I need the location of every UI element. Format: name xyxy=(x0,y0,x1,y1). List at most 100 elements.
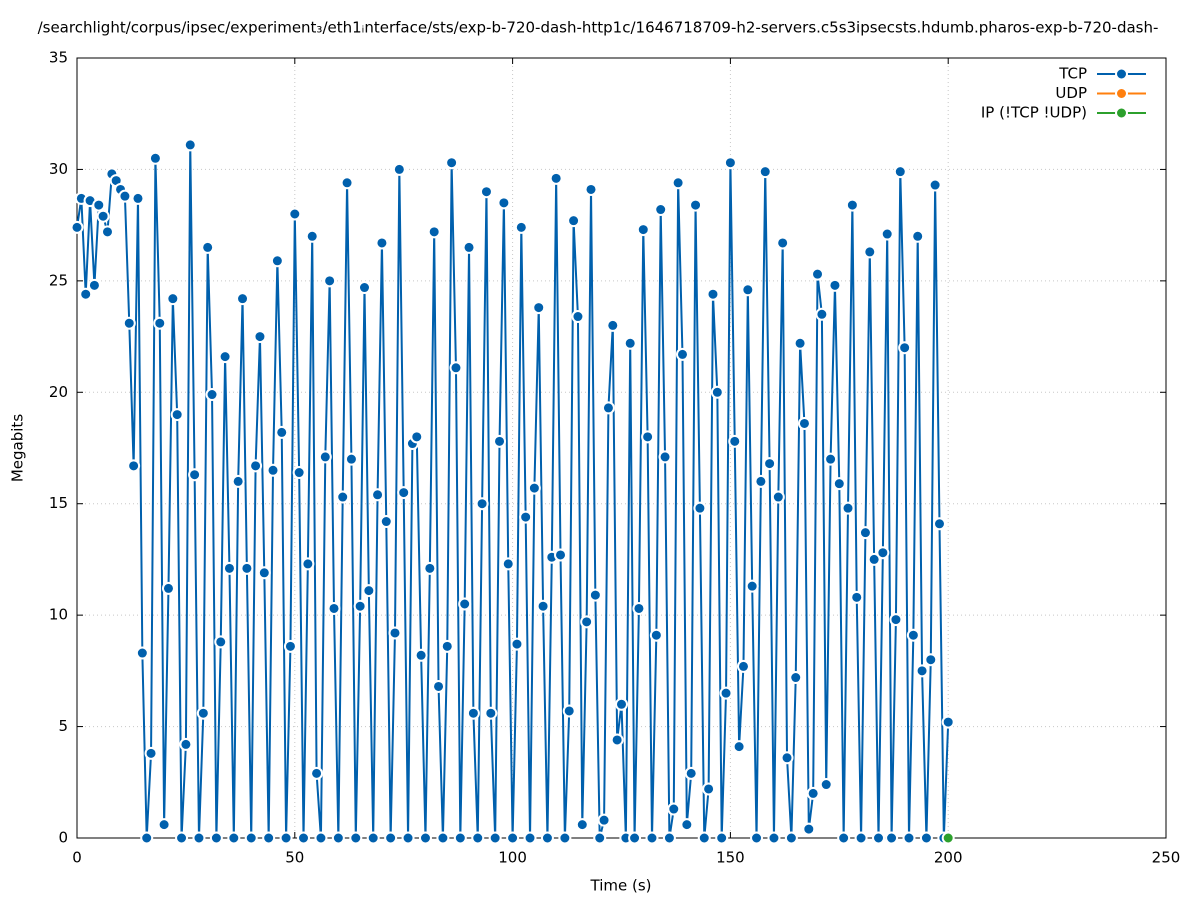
data-point xyxy=(932,517,946,531)
data-point xyxy=(140,831,154,845)
data-point xyxy=(824,452,838,466)
data-point xyxy=(789,671,803,685)
data-point xyxy=(440,639,454,653)
data-point xyxy=(802,822,816,836)
y-tick-label: 10 xyxy=(49,606,68,624)
data-point xyxy=(379,515,393,529)
data-point xyxy=(793,336,807,350)
data-point xyxy=(192,831,206,845)
data-point xyxy=(606,318,620,332)
data-point xyxy=(297,831,311,845)
data-point xyxy=(780,751,794,765)
x-tick-label: 150 xyxy=(716,849,745,867)
data-point xyxy=(493,434,507,448)
data-point xyxy=(501,557,515,571)
data-point xyxy=(837,831,851,845)
data-point xyxy=(445,156,459,170)
legend-label: TCP xyxy=(1058,65,1087,83)
legend-label: UDP xyxy=(1055,84,1087,102)
data-point xyxy=(584,182,598,196)
data-point xyxy=(628,831,642,845)
data-point xyxy=(458,597,472,611)
data-point xyxy=(675,347,689,361)
data-point xyxy=(684,766,698,780)
legend-label: IP (!TCP !UDP) xyxy=(981,104,1087,122)
data-point xyxy=(96,209,110,223)
data-point xyxy=(710,385,724,399)
data-point xyxy=(906,628,920,642)
data-point xyxy=(122,316,136,330)
data-point xyxy=(153,316,167,330)
data-point xyxy=(615,697,628,711)
data-point xyxy=(811,267,825,281)
data-point xyxy=(79,287,93,301)
data-point xyxy=(266,463,280,477)
data-point xyxy=(453,831,467,845)
data-point xyxy=(941,715,955,729)
data-point xyxy=(636,223,650,237)
data-point xyxy=(732,740,746,754)
data-point xyxy=(323,274,337,288)
data-point xyxy=(588,588,602,602)
data-point xyxy=(540,831,554,845)
data-point xyxy=(227,831,241,845)
data-point xyxy=(845,198,859,212)
legend-marker xyxy=(1115,87,1128,100)
x-tick-label: 200 xyxy=(934,849,963,867)
data-point xyxy=(87,278,101,292)
data-point xyxy=(880,227,894,241)
data-point xyxy=(680,818,694,832)
data-point xyxy=(562,704,576,718)
data-point xyxy=(100,225,114,239)
data-point xyxy=(397,486,411,500)
data-point xyxy=(384,831,398,845)
data-point xyxy=(706,287,720,301)
data-point xyxy=(689,198,703,212)
data-point xyxy=(697,831,711,845)
data-point xyxy=(392,162,406,176)
data-point xyxy=(336,490,350,504)
data-point xyxy=(514,220,528,234)
data-point xyxy=(127,459,141,473)
data-point xyxy=(750,831,764,845)
data-point xyxy=(231,474,245,488)
data-point xyxy=(889,613,903,627)
data-point xyxy=(758,165,772,179)
data-point xyxy=(623,336,637,350)
data-point xyxy=(658,450,672,464)
data-point xyxy=(196,706,210,720)
data-point xyxy=(654,203,668,217)
data-point xyxy=(314,831,328,845)
data-point xyxy=(310,766,324,780)
data-point xyxy=(815,307,829,321)
data-point xyxy=(832,477,846,491)
data-point xyxy=(771,490,785,504)
x-tick-label: 50 xyxy=(285,849,304,867)
data-point xyxy=(427,225,441,239)
data-point xyxy=(209,831,223,845)
data-point xyxy=(858,526,872,540)
data-point xyxy=(667,802,681,816)
data-point xyxy=(702,782,716,796)
data-point xyxy=(222,561,236,575)
data-point xyxy=(92,198,106,212)
data-point xyxy=(872,831,886,845)
data-point xyxy=(898,341,912,355)
data-point xyxy=(919,831,933,845)
y-tick-label: 35 xyxy=(49,49,68,67)
data-point xyxy=(610,733,624,747)
data-point xyxy=(649,628,663,642)
data-point xyxy=(257,566,271,580)
data-point xyxy=(179,737,193,751)
data-point xyxy=(166,292,180,306)
data-point xyxy=(471,831,485,845)
data-point xyxy=(118,189,132,203)
data-point xyxy=(641,430,655,444)
data-point xyxy=(767,831,781,845)
data-point xyxy=(662,831,676,845)
data-point xyxy=(375,236,389,250)
data-point xyxy=(479,185,493,199)
data-point xyxy=(253,330,267,344)
data-point xyxy=(301,557,315,571)
data-point xyxy=(401,831,415,845)
